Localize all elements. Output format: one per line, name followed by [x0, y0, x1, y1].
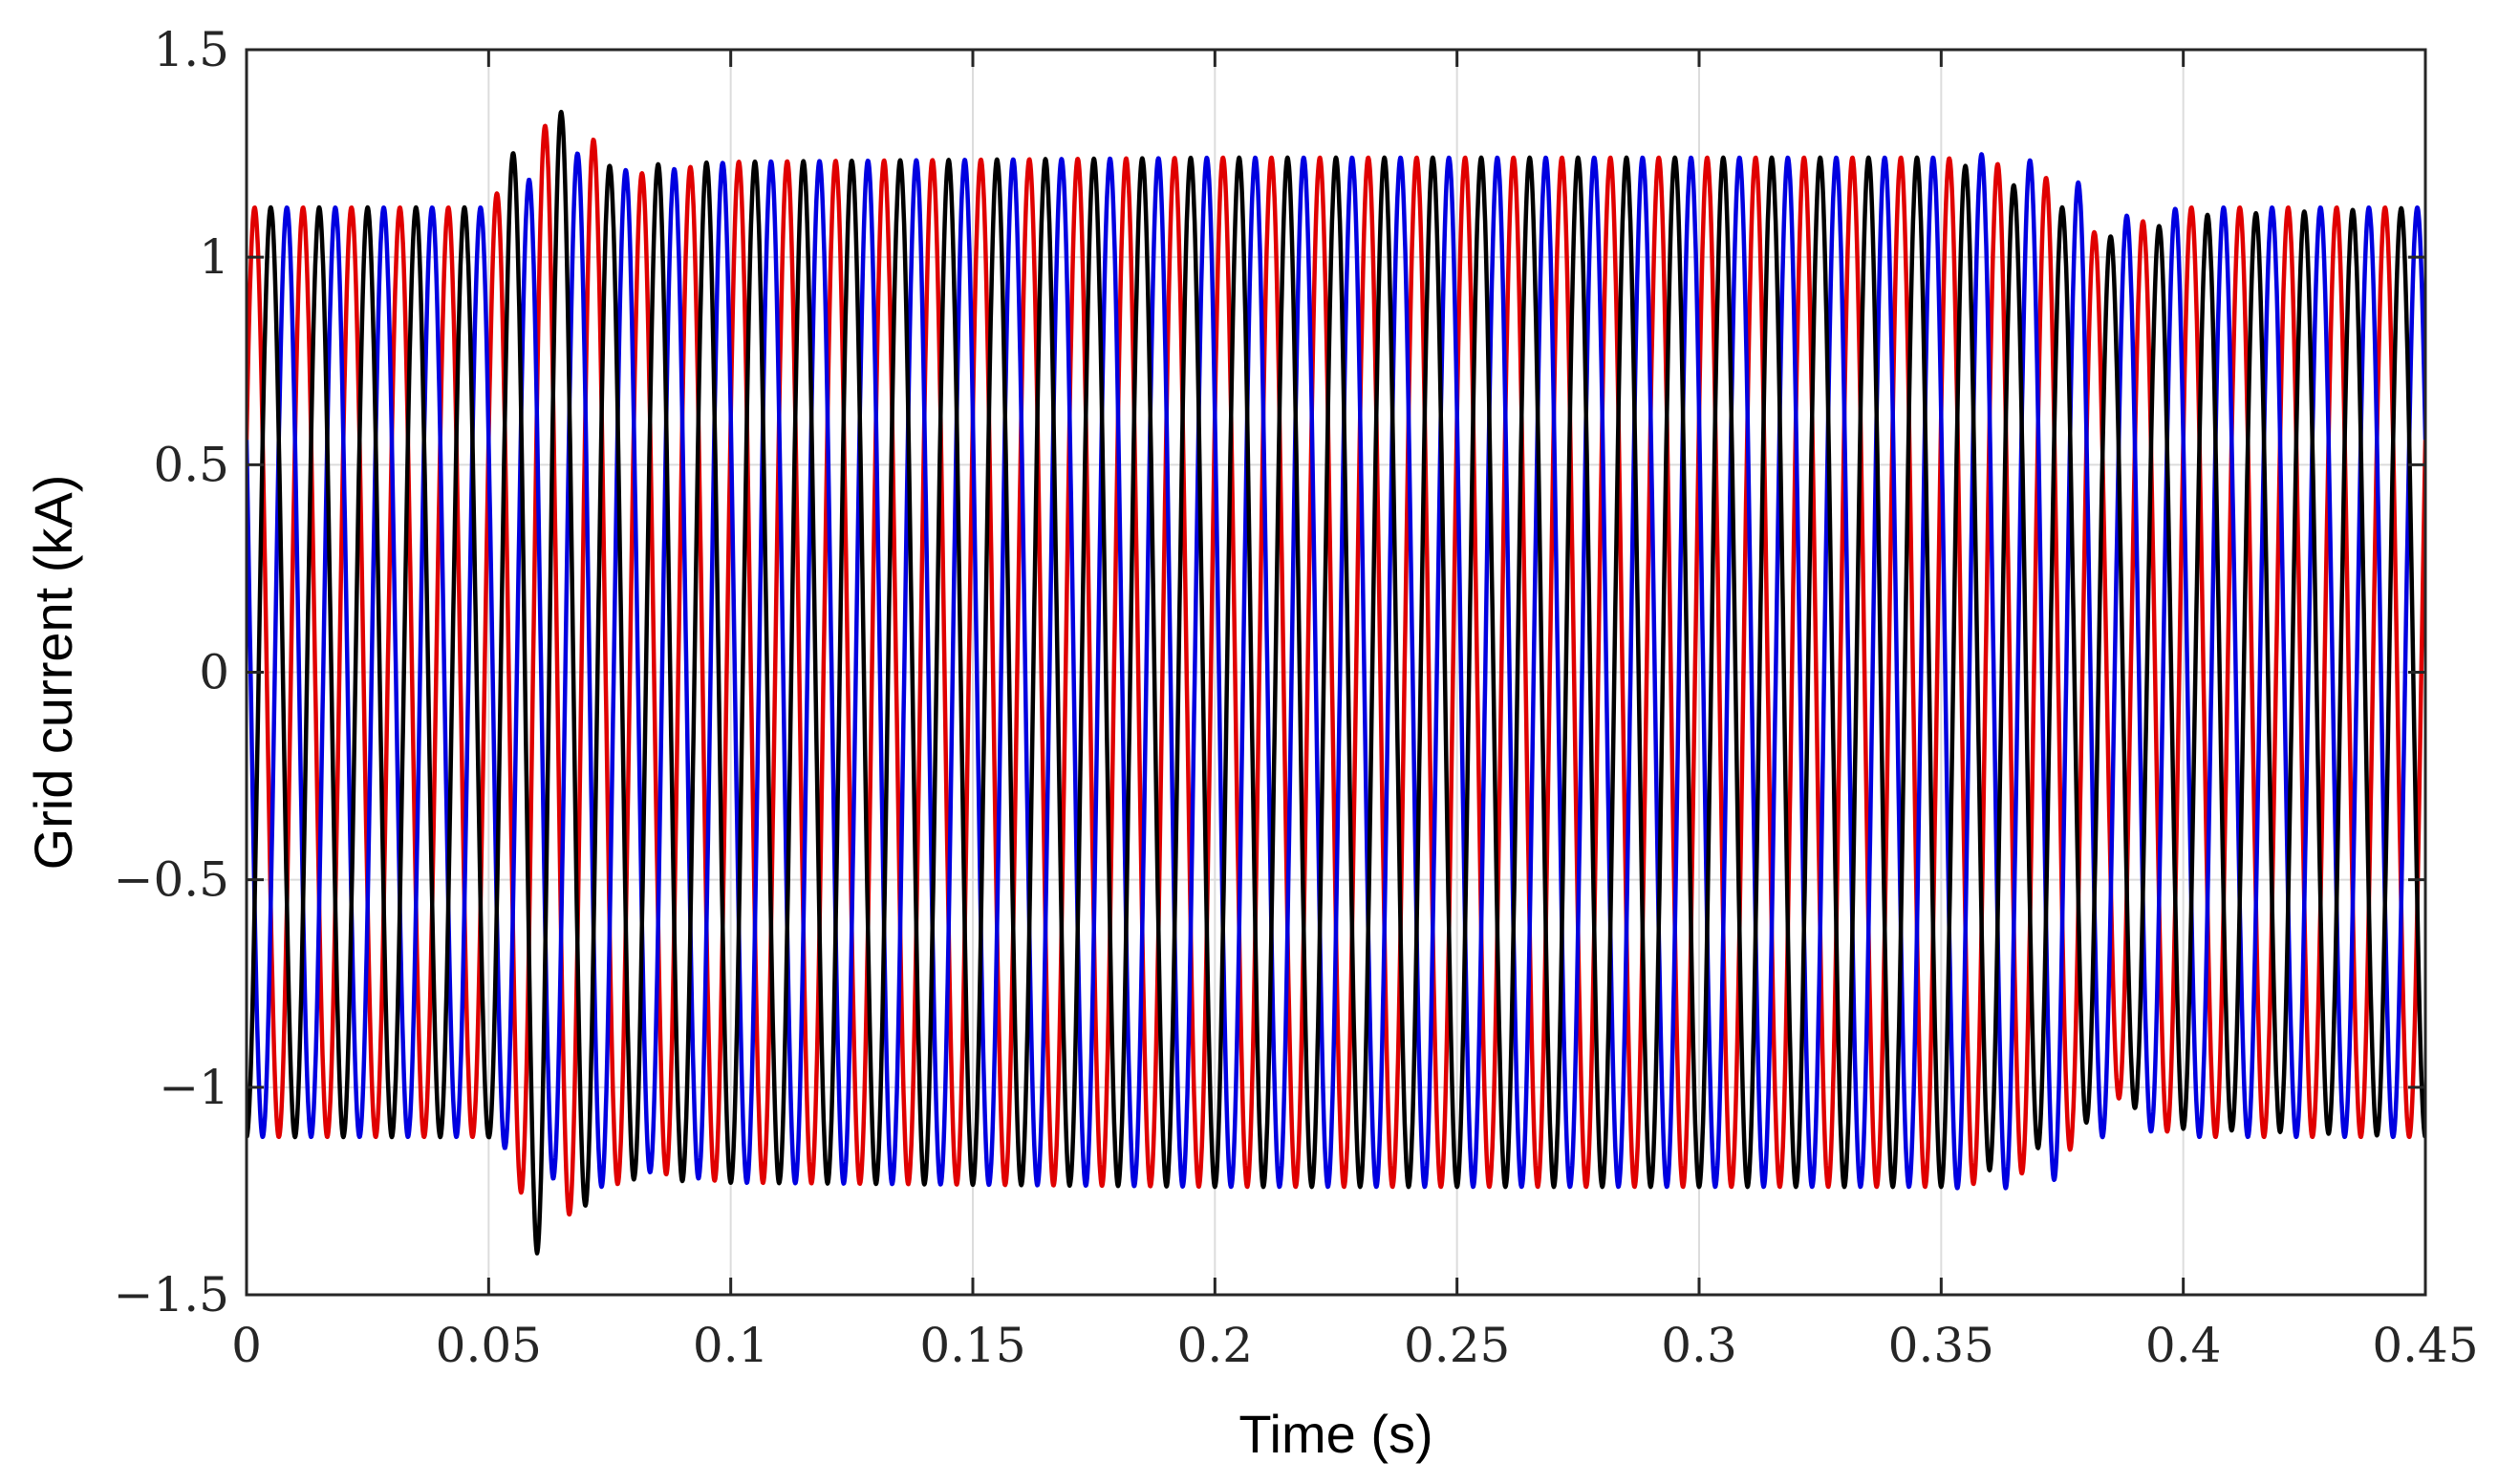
x-tick-label: 0.1 — [693, 1318, 769, 1373]
y-axis-label: Grid current (kA) — [23, 475, 83, 871]
y-tick-label: −0.5 — [114, 852, 229, 908]
x-tick-label: 0.35 — [1888, 1318, 1994, 1373]
y-tick-label: 1 — [199, 229, 229, 285]
x-tick-labels: 0 0.05 0.1 0.15 0.2 0.25 0.3 0.35 0.4 0.45 — [231, 1318, 2479, 1373]
x-tick-label: 0.45 — [2372, 1318, 2478, 1373]
x-tick-label: 0 — [231, 1318, 262, 1373]
y-tick-labels: −1.5 −1 −0.5 0 0.5 1 1.5 — [114, 22, 229, 1323]
x-axis-label: Time (s) — [1238, 1404, 1432, 1464]
y-tick-label: 0.5 — [153, 437, 229, 492]
x-tick-label: 0.05 — [436, 1318, 542, 1373]
x-tick-label: 0.15 — [919, 1318, 1025, 1373]
series-line-phase-c — [247, 109, 2425, 1256]
x-tick-label: 0.25 — [1404, 1318, 1510, 1373]
y-tick-label: 1.5 — [153, 22, 229, 77]
x-tick-label: 0.2 — [1177, 1318, 1254, 1373]
ticks — [245, 48, 2427, 1297]
y-tick-label: −1 — [159, 1060, 229, 1115]
series-line-phase-b — [247, 151, 2425, 1191]
x-tick-label: 0.3 — [1661, 1318, 1737, 1373]
x-tick-label: 0.4 — [2145, 1318, 2222, 1373]
y-tick-label: 0 — [199, 645, 229, 700]
y-tick-label: −1.5 — [114, 1267, 229, 1323]
plot-area — [247, 109, 2425, 1256]
